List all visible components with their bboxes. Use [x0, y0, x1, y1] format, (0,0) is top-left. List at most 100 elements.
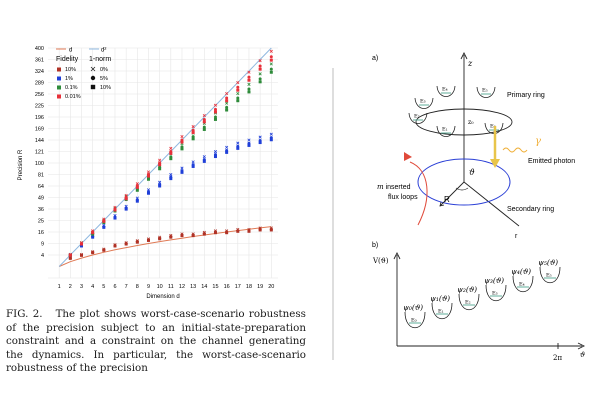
data-point-cross: [269, 132, 273, 136]
energy-label: E₃: [492, 291, 498, 297]
flux-loop: [409, 161, 428, 226]
angle-label: ϑ: [469, 168, 475, 177]
data-point-cross: [146, 188, 151, 192]
data-point-cross: [258, 59, 262, 63]
data-point-cross: [247, 70, 251, 74]
data-point-circle: [236, 144, 240, 148]
primary-ring: [415, 108, 513, 136]
data-point-cross: [180, 135, 184, 139]
x-tick-label: 13: [190, 284, 196, 290]
caption-text: The plot shows worst-case-scenario robus…: [6, 308, 306, 375]
energy-well: [436, 85, 456, 97]
data-point-circle: [124, 242, 128, 245]
x-tick-label: 11: [168, 284, 174, 290]
x-tick-label: 7: [125, 284, 128, 290]
data-point-circle: [113, 243, 117, 247]
data-point-cross: [113, 243, 117, 247]
legend-norm-label: 5%: [100, 76, 108, 82]
data-point-cross: [247, 82, 251, 86]
data-point-square: [269, 58, 273, 62]
data-point-square: [247, 78, 251, 82]
data-point-square: [258, 67, 262, 71]
data-point-cross: [169, 173, 173, 177]
legend-fidelity-label: 0.1%: [65, 85, 78, 91]
data-point-circle: [79, 253, 83, 257]
y-tick-label: 49: [38, 196, 44, 202]
potential-well: [512, 275, 534, 293]
secondary-ring-label: Secondary ring: [507, 206, 554, 213]
wavefunction-label: ψ₂(ϑ): [457, 285, 477, 294]
energy-well: [476, 86, 496, 98]
x-tick-label: 16: [224, 284, 230, 290]
y-tick-label: 324: [35, 69, 44, 75]
data-point-cross: [225, 91, 229, 96]
data-point-square: [213, 117, 217, 121]
data-point-cross: [225, 101, 229, 105]
v-arrow-icon: [393, 251, 401, 260]
data-points: [68, 49, 273, 260]
data-point-square: [236, 99, 240, 103]
x-tick-label: 1: [58, 284, 61, 290]
data-point-square: [236, 146, 240, 150]
y-tick-label: 4: [41, 253, 44, 259]
y-tick-label: 361: [35, 58, 44, 64]
y-tick-label: 100: [35, 161, 44, 167]
energy-label: E₅: [482, 88, 488, 94]
data-point-cross: [135, 182, 139, 186]
data-point-circle: [213, 107, 217, 111]
data-point-circle: [146, 173, 150, 176]
data-point-circle: [269, 136, 273, 140]
data-point-square: [169, 177, 173, 181]
radius-label: R: [444, 195, 450, 204]
figure-number: FIG. 2.: [6, 308, 43, 320]
data-point-circle: [247, 141, 251, 145]
panel-a: a) z r z₀ Primary ring E₀ E₁ E₂ E₃ E₄ E₅ Seco…: [372, 51, 575, 240]
x-tick-label: 2: [69, 284, 72, 290]
energy-label: E₄: [442, 87, 448, 93]
y-tick-label: 289: [35, 81, 44, 87]
z-axis-label: z: [467, 59, 473, 68]
y-tick-labels: 4916253649648110012114416919622525628932…: [35, 46, 44, 259]
data-point-square: [158, 163, 162, 167]
data-point-square: [225, 99, 229, 103]
data-point-circle: [225, 105, 229, 109]
data-point-square: [202, 127, 206, 131]
data-point-square: [202, 159, 206, 163]
data-point-cross: [113, 205, 117, 209]
data-point-cross: [202, 230, 206, 234]
energy-label: E₅: [546, 273, 552, 279]
data-point-cross: [169, 146, 173, 150]
x-tick-label: 3: [80, 284, 83, 290]
x-tick-label: 12: [179, 284, 185, 290]
data-point-cross: [146, 237, 151, 241]
theta-axis-label: ϑ: [580, 351, 585, 359]
energy-well: [414, 97, 434, 109]
x-tick-label: 19: [257, 284, 263, 290]
legend-norm-title: 1-norm: [89, 56, 111, 63]
data-point-cross: [191, 232, 195, 236]
potential-well: [431, 302, 453, 320]
data-point-circle: [236, 96, 240, 100]
y-gridlines: [48, 47, 278, 279]
data-point-square: [146, 174, 150, 178]
panel-b-label: b): [372, 242, 378, 249]
data-point-cross: [202, 155, 206, 159]
data-point-circle: [146, 190, 150, 194]
data-point-circle: [135, 240, 139, 244]
data-point-cross: [213, 103, 218, 107]
z0-label: z₀: [468, 119, 474, 126]
y-tick-label: 121: [35, 150, 44, 156]
legend-d-label: d: [69, 48, 72, 54]
data-point-square: [191, 164, 195, 168]
data-point-cross: [180, 232, 184, 236]
wavefunction-label: ψ₀(ϑ): [403, 303, 423, 312]
data-point-circle: [225, 148, 229, 152]
data-point-cross: [269, 226, 273, 230]
data-point-cross: [213, 150, 218, 154]
data-point-square: [202, 120, 206, 124]
data-point-circle: [236, 85, 240, 89]
data-point-circle: [258, 77, 262, 81]
flux-arrow-icon: [404, 152, 412, 161]
data-point-cross: [258, 226, 262, 230]
